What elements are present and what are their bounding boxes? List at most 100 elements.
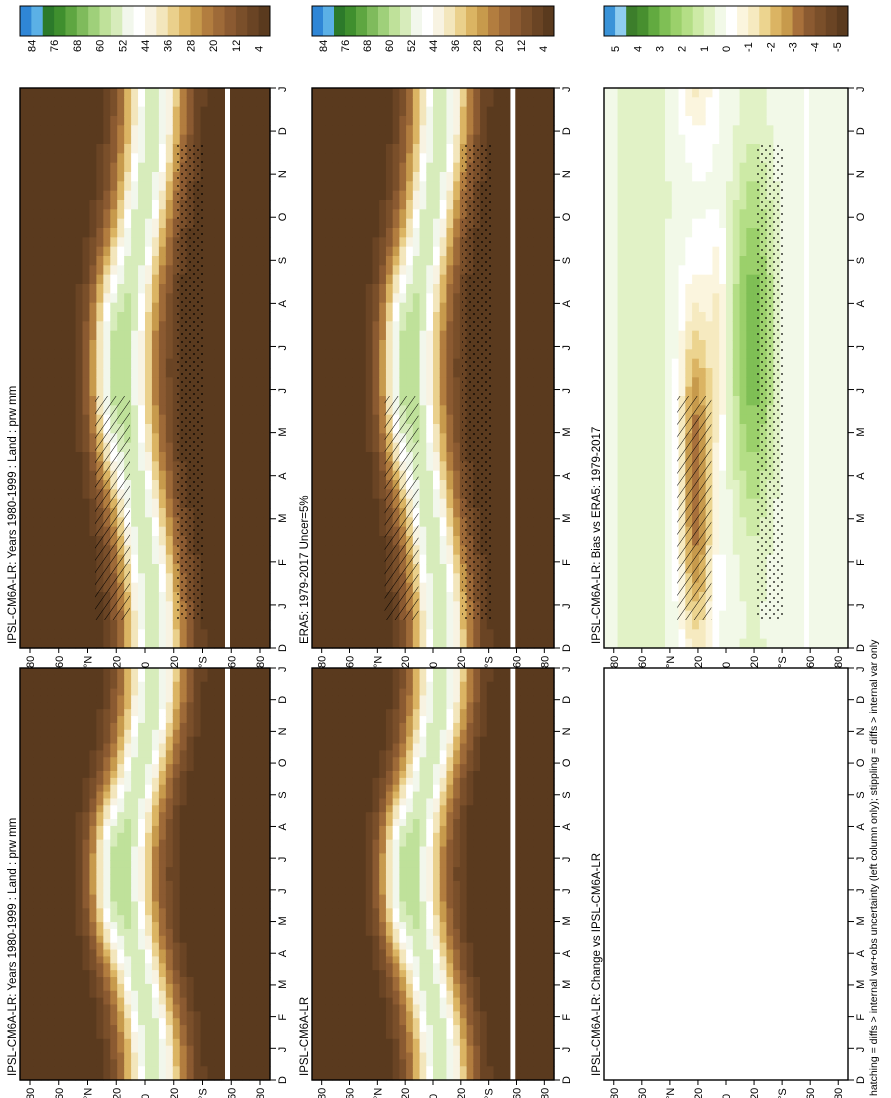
heatmap-cell [89, 928, 97, 937]
heatmap-cell [207, 1066, 216, 1074]
heatmap-cell [145, 709, 153, 717]
heatmap-cell [26, 963, 35, 971]
heatmap-cell [75, 1031, 84, 1040]
heatmap-cell [33, 729, 42, 738]
heatmap-cell [193, 771, 202, 779]
heatmap-cell [242, 764, 250, 772]
heatmap-cell [20, 805, 28, 813]
heatmap-cell [54, 990, 63, 999]
heatmap-cell [242, 1038, 250, 1047]
heatmap-cell [338, 620, 347, 630]
heatmap-cell [20, 695, 28, 703]
heatmap-cell [165, 312, 174, 322]
heatmap-cell [145, 190, 153, 201]
heatmap-cell [242, 963, 250, 971]
heatmap-cell [165, 709, 174, 717]
heatmap-cell [325, 256, 333, 266]
heatmap-cell [110, 688, 118, 697]
heatmap-cell [26, 901, 35, 909]
heatmap-cell [158, 116, 167, 126]
heatmap-cell [47, 880, 56, 889]
heatmap-cell [179, 977, 188, 985]
heatmap-cell [207, 508, 216, 518]
heatmap-cell [145, 246, 153, 257]
heatmap-cell [332, 629, 340, 640]
heatmap-cell [117, 256, 125, 266]
heatmap-cell [124, 377, 132, 388]
heatmap-cell [33, 688, 42, 697]
heatmap-cell [33, 928, 42, 937]
heatmap-cell [172, 638, 181, 649]
heatmap-cell [365, 564, 374, 574]
heatmap-cell [26, 368, 35, 378]
heatmap-cell [96, 144, 104, 154]
month-label: O [277, 212, 289, 221]
heatmap-cell [359, 218, 367, 229]
heatmap-cell [193, 963, 202, 971]
heatmap-cell [33, 452, 42, 462]
heatmap-cell [89, 442, 97, 453]
heatmap-cell [96, 674, 104, 683]
heatmap-cell [20, 405, 28, 416]
heatmap-cell [138, 377, 146, 388]
heatmap-cell [332, 125, 340, 136]
heatmap-cell [110, 736, 118, 745]
heatmap-cell [47, 1031, 56, 1040]
heatmap-cell [68, 480, 77, 490]
heatmap-cell [68, 321, 77, 332]
heatmap-cell [345, 610, 353, 621]
heatmap-cell [89, 349, 97, 360]
heatmap-cell [151, 853, 160, 861]
heatmap-cell [26, 480, 35, 490]
heatmap-cell [318, 461, 327, 472]
heatmap-cell [179, 134, 188, 145]
heatmap-cell [256, 340, 264, 350]
heatmap-cell [47, 716, 56, 724]
heatmap-cell [110, 1052, 118, 1060]
heatmap-cell [256, 970, 264, 978]
heatmap-cell [138, 784, 146, 793]
heatmap-cell [138, 554, 146, 565]
heatmap-cell [332, 312, 340, 322]
heatmap-cell [75, 293, 84, 304]
heatmap-cell [33, 825, 42, 834]
heatmap-cell [193, 798, 202, 806]
heatmap-cell [359, 209, 367, 220]
heatmap-cell [312, 601, 320, 612]
heatmap-cell [242, 302, 250, 313]
heatmap-cell [193, 1045, 202, 1054]
heatmap-cell [40, 908, 49, 916]
heatmap-cell [145, 729, 153, 738]
heatmap-cell [179, 736, 188, 745]
heatmap-cell [359, 480, 367, 490]
heatmap-cell [242, 757, 250, 765]
heatmap-cell [263, 963, 271, 971]
heatmap-cell [242, 228, 250, 238]
heatmap-cell [138, 812, 146, 820]
heatmap-cell [138, 545, 146, 556]
heatmap-cell [61, 377, 70, 388]
heatmap-cell [40, 825, 49, 834]
heatmap-cell [256, 771, 264, 779]
heatmap-cell [214, 592, 222, 602]
heatmap-cell [54, 1045, 63, 1054]
heatmap-cell [249, 386, 257, 397]
heatmap-cell [145, 414, 153, 425]
heatmap-cell [54, 433, 63, 444]
heatmap-cell [193, 668, 202, 676]
heatmap-cell [151, 963, 160, 971]
heatmap-cell [82, 750, 91, 758]
heatmap-cell [263, 246, 271, 257]
heatmap-cell [145, 293, 153, 304]
heatmap-cell [96, 181, 104, 192]
heatmap-cell [325, 526, 333, 537]
heatmap-cell [47, 674, 56, 683]
heatmap-cell [131, 1052, 139, 1060]
heatmap-cell [26, 668, 35, 676]
heatmap-cell [124, 629, 132, 640]
heatmap-cell [145, 237, 153, 248]
heatmap-cell [151, 990, 160, 999]
heatmap-cell [54, 405, 63, 416]
heatmap-cell [207, 564, 216, 574]
heatmap-cell [242, 681, 250, 690]
